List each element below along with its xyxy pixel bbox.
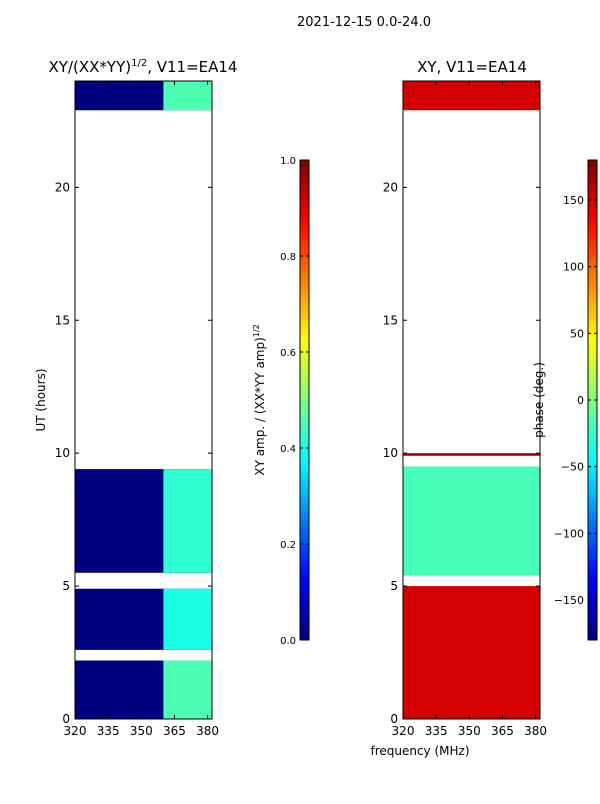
left-x-tick-label: 320 <box>64 724 87 738</box>
phase-colorbar-tick-label: −50 <box>561 461 584 474</box>
left-x-tick-label: 365 <box>163 724 186 738</box>
amplitude-colorbar-tick-label: 0.2 <box>280 540 296 551</box>
right-y-tick-label: 15 <box>383 313 398 327</box>
left-x-tick-label: 380 <box>196 724 219 738</box>
right-data-block <box>403 81 540 111</box>
amplitude-colorbar-tick-label: 0.8 <box>280 252 296 263</box>
phase-colorbar-tick-label: 100 <box>563 261 584 274</box>
phase-colorbar-tick-label: 150 <box>563 194 584 207</box>
phase-colorbar-tick-label: 0 <box>577 394 584 407</box>
amplitude-colorbar-label: XY amp. / (XX*YY amp)1/2 <box>252 324 267 475</box>
right-data-block <box>403 466 540 576</box>
left-data-block <box>163 660 212 719</box>
left-ylabel: UT (hours) <box>34 368 48 431</box>
left-x-tick-label: 350 <box>130 724 153 738</box>
right-plot-frame <box>402 80 541 720</box>
right-x-tick-label: 365 <box>491 724 514 738</box>
phase-colorbar-tick-label: 50 <box>570 327 584 340</box>
amplitude-colorbar-tick-label: 0.4 <box>280 444 296 455</box>
phase-colorbar-ticks: −150 −100 −50 0 50 100 150 <box>554 194 597 607</box>
right-x-ticks: 320 335 350 365 380 <box>392 81 547 738</box>
amplitude-colorbar: 0.0 0.2 0.4 0.6 0.8 1.0 XY amp. / (XX*YY amp)… <box>252 156 310 647</box>
x-axis-label: frequency (MHz) <box>370 744 469 758</box>
phase-colorbar: −150 −100 −50 0 50 100 150 phase (deg.) <box>532 159 598 641</box>
phase-colorbar-tick-label: −100 <box>554 527 584 540</box>
left-data-block <box>163 588 212 650</box>
left-x-tick-label: 335 <box>97 724 120 738</box>
amplitude-colorbar-ticks: 0.0 0.2 0.4 0.6 0.8 1.0 <box>280 156 309 647</box>
left-data-block <box>163 469 212 573</box>
right-x-tick-label: 380 <box>524 724 547 738</box>
left-y-tick-label: 10 <box>55 446 70 460</box>
right-panel: XY, V11=EA14 320 335 350 365 380 0 5 10 15 20 <box>383 58 547 738</box>
right-y-tick-label: 5 <box>390 579 398 593</box>
left-panel: XY/(XX*YY)1/2, V11=EA14 320 335 350 365 380 … <box>34 58 237 738</box>
left-heatmap-cells <box>75 81 212 719</box>
right-data-block <box>403 586 540 719</box>
right-y-tick-label: 10 <box>383 446 398 460</box>
amplitude-colorbar-tick-label: 0.0 <box>280 636 296 647</box>
right-panel-title: XY, V11=EA14 <box>417 58 527 76</box>
left-plot-frame <box>74 80 213 720</box>
right-y-ticks: 0 5 10 15 20 <box>383 180 540 726</box>
right-x-tick-label: 350 <box>458 724 481 738</box>
left-data-block <box>163 81 212 111</box>
figure-title: 2021-12-15 0.0-24.0 <box>297 15 431 30</box>
amplitude-colorbar-tick-label: 0.6 <box>280 348 296 359</box>
left-x-ticks: 320 335 350 365 380 <box>64 81 219 738</box>
phase-colorbar-tick-label: −150 <box>554 594 584 607</box>
left-y-tick-label: 15 <box>55 313 70 327</box>
left-y-tick-label: 0 <box>62 712 70 726</box>
left-y-tick-label: 5 <box>62 579 70 593</box>
left-panel-title: XY/(XX*YY)1/2, V11=EA14 <box>49 58 238 76</box>
amplitude-colorbar-tick-label: 1.0 <box>280 156 296 167</box>
right-data-block <box>403 453 540 456</box>
amplitude-colorbar-gradient <box>299 159 310 641</box>
right-y-tick-label: 0 <box>390 712 398 726</box>
right-x-tick-label: 335 <box>425 724 448 738</box>
right-x-tick-label: 320 <box>392 724 415 738</box>
left-y-tick-label: 20 <box>55 180 70 194</box>
phase-colorbar-label: phase (deg.) <box>532 362 546 438</box>
left-y-ticks: 0 5 10 15 20 <box>55 180 212 726</box>
right-y-tick-label: 20 <box>383 180 398 194</box>
right-heatmap-cells <box>403 81 540 719</box>
